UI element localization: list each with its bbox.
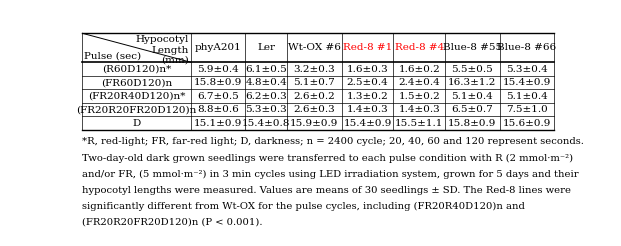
Text: hypocotyl lengths were measured. Values are means of 30 seedlings ± SD. The Red-: hypocotyl lengths were measured. Values …: [83, 186, 571, 195]
Text: 15.9±0.9: 15.9±0.9: [290, 119, 338, 128]
Text: 3.2±0.3: 3.2±0.3: [294, 64, 335, 74]
Text: 2.4±0.4: 2.4±0.4: [398, 78, 440, 87]
Text: (R60D120)n*: (R60D120)n*: [102, 64, 171, 74]
Text: Red-8 #1: Red-8 #1: [343, 43, 392, 52]
Text: significantly different from Wt-OX for the pulse cycles, including (FR20R40D120): significantly different from Wt-OX for t…: [83, 202, 525, 211]
Text: Hypocotyl
Length
(mm): Hypocotyl Length (mm): [135, 35, 189, 65]
Text: (FR20R40D120)n*: (FR20R40D120)n*: [88, 92, 185, 101]
Text: 15.4±0.9: 15.4±0.9: [343, 119, 392, 128]
Text: *R, red-light; FR, far-red light; D, darkness; n = 2400 cycle; 20, 40, 60 and 12: *R, red-light; FR, far-red light; D, dar…: [83, 138, 584, 146]
Text: 4.8±0.4: 4.8±0.4: [245, 78, 287, 87]
Text: Red-8 #4: Red-8 #4: [394, 43, 444, 52]
Text: Blue-8 #55: Blue-8 #55: [443, 43, 502, 52]
Text: 5.1±0.4: 5.1±0.4: [451, 92, 493, 101]
Text: Ler: Ler: [257, 43, 275, 52]
Text: 5.3±0.4: 5.3±0.4: [506, 64, 548, 74]
Text: 1.3±0.2: 1.3±0.2: [347, 92, 388, 101]
Text: 15.4±0.8: 15.4±0.8: [242, 119, 291, 128]
Text: 2.5±0.4: 2.5±0.4: [347, 78, 388, 87]
Text: 2.6±0.3: 2.6±0.3: [294, 105, 335, 114]
Text: 15.8±0.9: 15.8±0.9: [448, 119, 497, 128]
Text: 5.3±0.3: 5.3±0.3: [245, 105, 287, 114]
Text: and/or FR, (5 mmol·m⁻²) in 3 min cycles using LED irradiation system, grown for : and/or FR, (5 mmol·m⁻²) in 3 min cycles …: [83, 170, 579, 179]
Text: 5.1±0.7: 5.1±0.7: [294, 78, 335, 87]
Text: 15.6±0.9: 15.6±0.9: [502, 119, 551, 128]
Text: 6.7±0.5: 6.7±0.5: [197, 92, 239, 101]
Text: 1.6±0.2: 1.6±0.2: [398, 64, 440, 74]
Text: 15.1±0.9: 15.1±0.9: [194, 119, 242, 128]
Text: Wt-OX #6: Wt-OX #6: [288, 43, 341, 52]
Text: Two-day-old dark grown seedlings were transferred to each pulse condition with R: Two-day-old dark grown seedlings were tr…: [83, 154, 574, 163]
Text: (FR20R20FR20D120)n (P < 0.001).: (FR20R20FR20D120)n (P < 0.001).: [83, 218, 263, 227]
Text: Blue-8 #66: Blue-8 #66: [497, 43, 556, 52]
Text: 15.8±0.9: 15.8±0.9: [194, 78, 242, 87]
Text: 5.1±0.4: 5.1±0.4: [506, 92, 548, 101]
Text: 1.5±0.2: 1.5±0.2: [398, 92, 440, 101]
Text: 6.1±0.5: 6.1±0.5: [245, 64, 287, 74]
Text: 8.8±0.6: 8.8±0.6: [197, 105, 239, 114]
Text: 6.2±0.3: 6.2±0.3: [245, 92, 287, 101]
Text: D: D: [132, 119, 141, 128]
Text: 5.5±0.5: 5.5±0.5: [451, 64, 493, 74]
Text: phyA201: phyA201: [195, 43, 242, 52]
Text: 1.6±0.3: 1.6±0.3: [347, 64, 388, 74]
Text: 6.5±0.7: 6.5±0.7: [451, 105, 493, 114]
Text: 5.9±0.4: 5.9±0.4: [197, 64, 239, 74]
Text: 1.4±0.3: 1.4±0.3: [398, 105, 440, 114]
Text: 15.5±1.1: 15.5±1.1: [395, 119, 443, 128]
Text: 16.3±1.2: 16.3±1.2: [448, 78, 497, 87]
Text: 1.4±0.3: 1.4±0.3: [347, 105, 388, 114]
Text: (FR20R20FR20D120)n: (FR20R20FR20D120)n: [76, 105, 197, 114]
Text: 15.4±0.9: 15.4±0.9: [502, 78, 551, 87]
Text: 7.5±1.0: 7.5±1.0: [506, 105, 548, 114]
Text: (FR60D120)n: (FR60D120)n: [101, 78, 172, 87]
Text: Pulse (sec): Pulse (sec): [84, 51, 142, 61]
Text: 2.6±0.2: 2.6±0.2: [294, 92, 335, 101]
